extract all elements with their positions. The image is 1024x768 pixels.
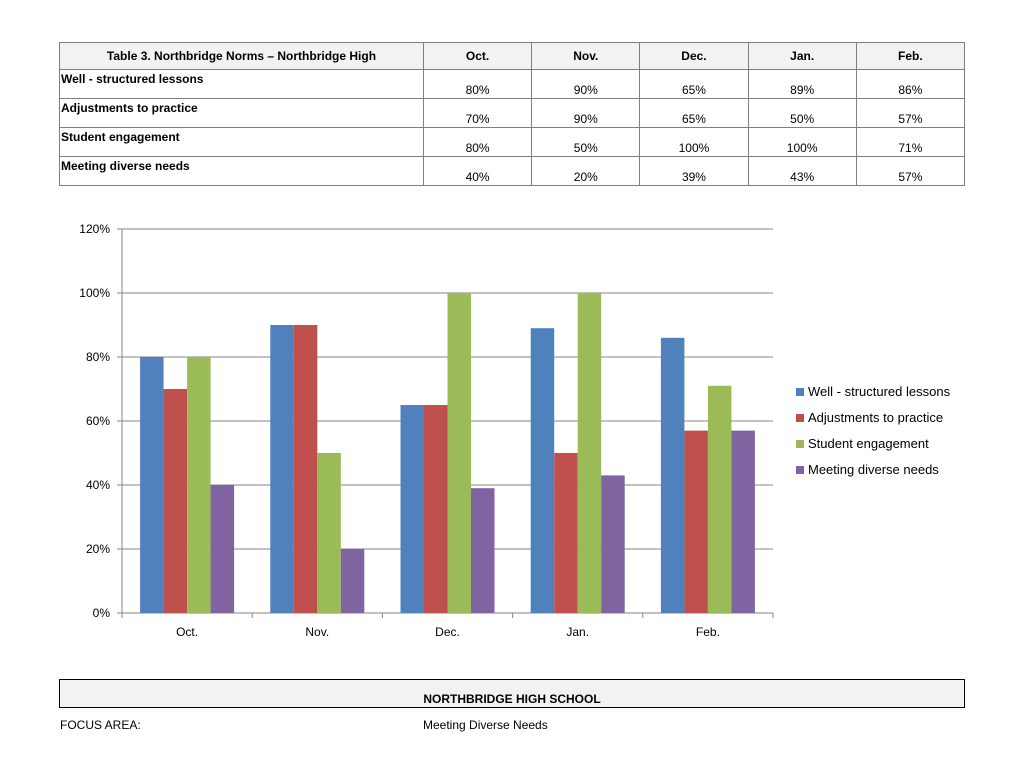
bar [601,475,625,613]
table-row: Meeting diverse needs 40% 20% 39% 43% 57… [59,156,966,186]
legend-swatch [796,388,804,396]
bar [731,430,755,613]
cell-value: 40% [422,156,533,186]
bar [317,453,341,613]
header-month: Feb. [855,42,966,70]
cell-value: 50% [747,98,857,128]
legend-entry: Well - structured lessons [808,384,951,399]
bar [140,357,164,613]
bar [424,405,448,613]
cell-value: 90% [531,98,641,128]
y-tick-label: 20% [86,542,110,556]
cell-value: 70% [422,98,533,128]
cell-value: 100% [639,127,749,157]
bar [707,385,732,613]
table-title: Table 3. Northbridge Norms – Northbridge… [59,42,424,70]
bar [163,389,188,613]
cell-value: 43% [747,156,857,186]
y-tick-label: 80% [86,350,110,364]
focus-area-label: FOCUS AREA: [60,718,141,732]
cell-value: 39% [639,156,749,186]
cell-value: 65% [639,69,749,99]
y-tick-label: 40% [86,478,110,492]
table-row: Well - structured lessons 80% 90% 65% 89… [59,69,966,99]
x-tick-label: Jan. [566,625,589,639]
bar [660,337,685,613]
cell-value: 57% [855,156,966,186]
bar [270,325,294,613]
cell-value: 20% [531,156,641,186]
bar [530,328,555,613]
y-tick-label: 0% [93,606,111,620]
bar [471,488,495,613]
header-month: Dec. [639,42,749,70]
header-month: Oct. [422,42,533,70]
school-banner: NORTHBRIDGE HIGH SCHOOL [59,679,965,708]
bar [340,549,365,613]
legend-swatch [796,440,804,448]
bar-chart: 0% 20% 40% 60% 80% 100% 120% Oct. Nov. Dec. Jan. Fe… [79,222,951,639]
cell-value: 86% [855,69,966,99]
norms-table: Table 3. Northbridge Norms – Northbridge… [59,42,966,186]
x-tick-label: Dec. [435,625,460,639]
cell-value: 100% [747,127,857,157]
bar [293,325,318,613]
table-row: Student engagement 80% 50% 100% 100% 71% [59,127,966,157]
header-month: Nov. [531,42,641,70]
bar [554,453,578,613]
legend-entry: Meeting diverse needs [808,462,939,477]
cell-value: 80% [422,69,533,99]
legend-swatch [796,414,804,422]
legend-swatch [796,466,804,474]
row-label: Adjustments to practice [59,98,424,128]
bar [577,293,602,613]
cell-value: 89% [747,69,857,99]
x-tick-label: Nov. [305,625,329,639]
y-tick-label: 100% [79,286,110,300]
row-label: Meeting diverse needs [59,156,424,186]
x-tick-label: Oct. [176,625,198,639]
x-tick-label: Feb. [696,625,720,639]
cell-value: 57% [855,98,966,128]
legend-entry: Student engagement [808,436,929,451]
table-header-row: Table 3. Northbridge Norms – Northbridge… [59,42,966,70]
focus-area-value: Meeting Diverse Needs [423,718,548,732]
cell-value: 50% [531,127,641,157]
y-tick-label: 120% [79,222,110,236]
legend-entry: Adjustments to practice [808,410,943,425]
table-row: Adjustments to practice 70% 90% 65% 50% … [59,98,966,128]
bar [187,357,211,613]
cell-value: 65% [639,98,749,128]
bar [447,293,471,613]
header-month: Jan. [747,42,857,70]
cell-value: 80% [422,127,533,157]
school-name: NORTHBRIDGE HIGH SCHOOL [423,692,601,706]
bar [210,485,235,613]
y-tick-label: 60% [86,414,110,428]
cell-value: 90% [531,69,641,99]
cell-value: 71% [855,127,966,157]
bar [684,430,708,613]
row-label: Well - structured lessons [59,69,424,99]
bar [400,405,424,613]
row-label: Student engagement [59,127,424,157]
